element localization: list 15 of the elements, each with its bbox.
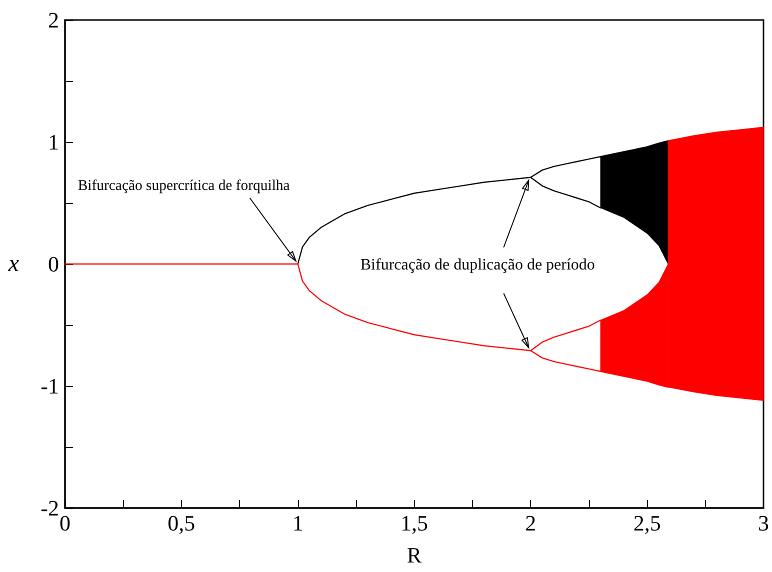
y-tick-label: 2 <box>48 8 59 32</box>
x-tick-label: 1 <box>292 510 304 536</box>
x-tick-label: 2 <box>525 510 536 536</box>
y-axis-title: x <box>7 251 20 277</box>
y-tick-label: -1 <box>40 374 59 398</box>
x-axis-title: R <box>406 542 422 568</box>
x-tick-label: 2,5 <box>633 510 661 536</box>
y-tick-label: 0 <box>48 252 59 276</box>
x-tick-label: 0,5 <box>168 510 196 536</box>
annotation: Bifurcação supercrítica de forquilha <box>78 178 294 194</box>
y-tick-label: 1 <box>48 130 59 154</box>
x-tick-label: 3 <box>758 510 769 536</box>
y-tick-label: -2 <box>40 496 59 520</box>
x-tick-label: 1,5 <box>400 510 428 536</box>
annotation: Bifurcação de duplicação de período <box>360 256 595 274</box>
